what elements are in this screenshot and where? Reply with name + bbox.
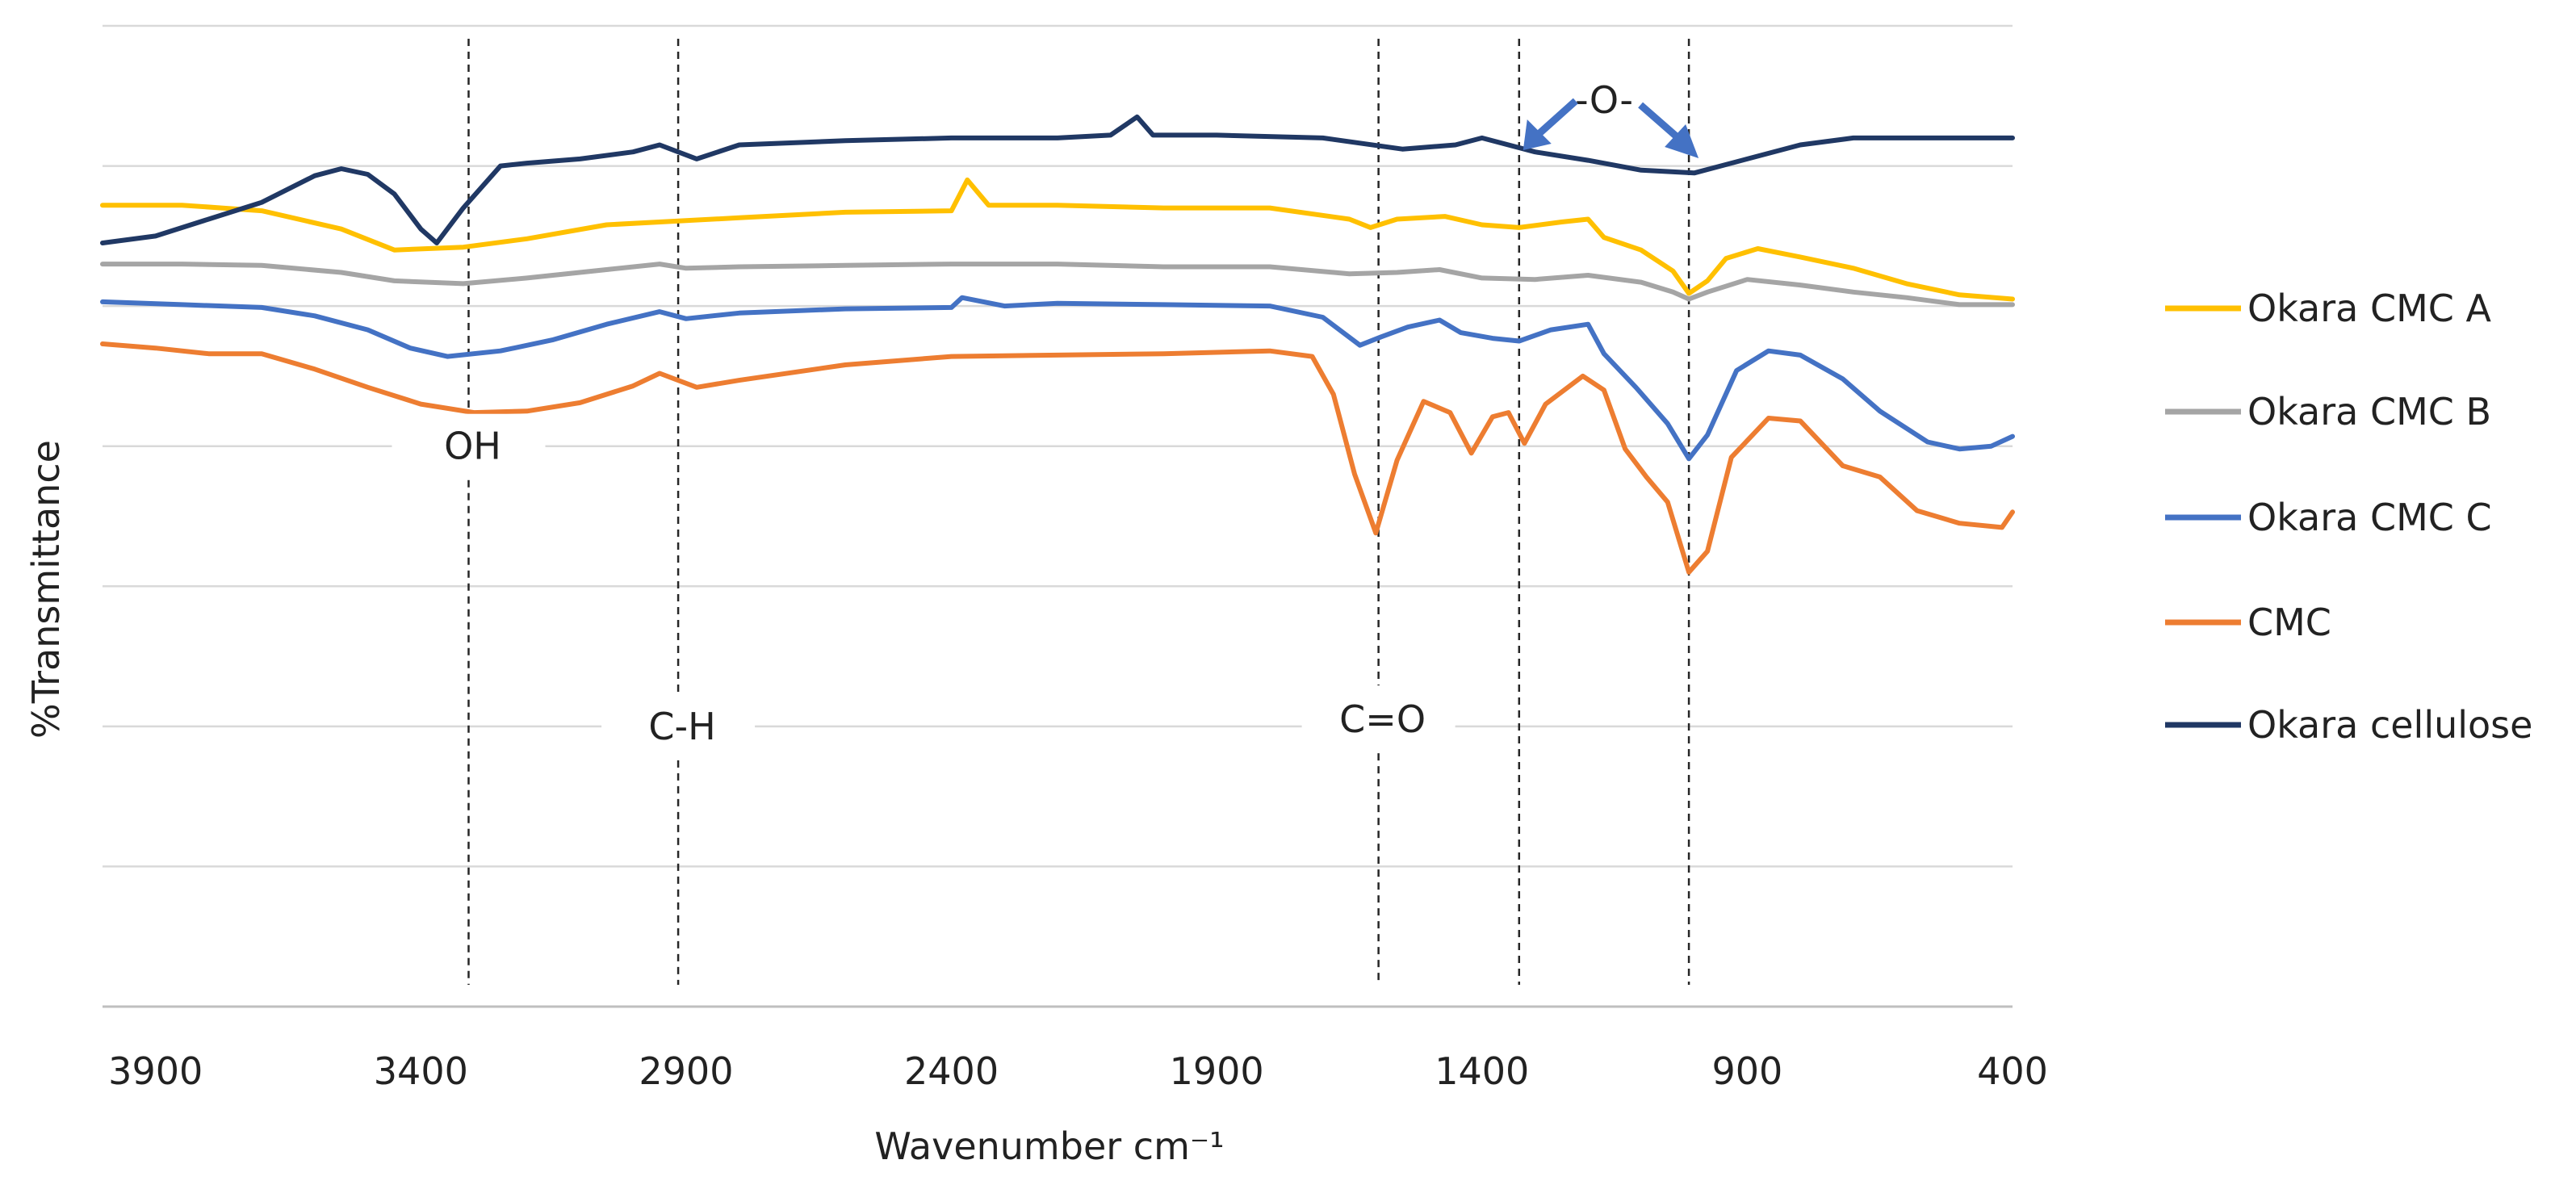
series-line xyxy=(100,114,2015,245)
series-line xyxy=(100,177,2015,302)
x-tick-label: 1900 xyxy=(1170,1049,1264,1093)
annotation-label: C-H xyxy=(648,705,715,748)
annotation-label-bg xyxy=(1301,687,1456,752)
x-tick-label: 3900 xyxy=(108,1049,203,1093)
x-tick-label: 2900 xyxy=(639,1049,733,1093)
x-tick-label: 900 xyxy=(1711,1049,1782,1093)
annotation-arrow-shaft xyxy=(1638,102,1682,142)
series-line xyxy=(100,295,2015,462)
x-tick-label: 3400 xyxy=(374,1049,468,1093)
annotation-arrowhead xyxy=(1665,124,1699,158)
annotations: OH C-H C=O -O- xyxy=(392,78,1699,759)
legend: Okara CMC A Okara CMC B Okara CMC C CMC Okar… xyxy=(2165,287,2532,747)
annotation-label: OH xyxy=(444,425,501,468)
annotation-label-bg xyxy=(601,693,756,759)
series-lines xyxy=(100,114,2015,575)
x-tick-labels: 3900 3400 2900 2400 1900 1400 900 400 xyxy=(108,1049,2048,1093)
legend-label: Okara cellulose xyxy=(2247,703,2532,747)
annotation-label: C=O xyxy=(1339,697,1426,741)
series-line xyxy=(100,262,2015,308)
annotation-arrow-shaft xyxy=(1534,98,1578,139)
legend-label: Okara CMC A xyxy=(2247,287,2491,330)
legend-label: CMC xyxy=(2247,601,2331,644)
y-axis-label: %Transmittance xyxy=(24,440,68,739)
annotation-label: -O- xyxy=(1575,78,1633,122)
annotation-label-bg xyxy=(392,413,546,479)
series-line xyxy=(100,341,2015,575)
legend-label: Okara CMC B xyxy=(2247,390,2491,433)
annotation-arrowhead xyxy=(1523,119,1552,150)
x-tick-label: 400 xyxy=(1977,1049,2048,1093)
x-axis-label: Wavenumber cm⁻¹ xyxy=(874,1124,1224,1168)
x-tick-label: 1400 xyxy=(1435,1049,1529,1093)
x-tick-label: 2400 xyxy=(904,1049,999,1093)
legend-label: Okara CMC C xyxy=(2247,496,2492,539)
